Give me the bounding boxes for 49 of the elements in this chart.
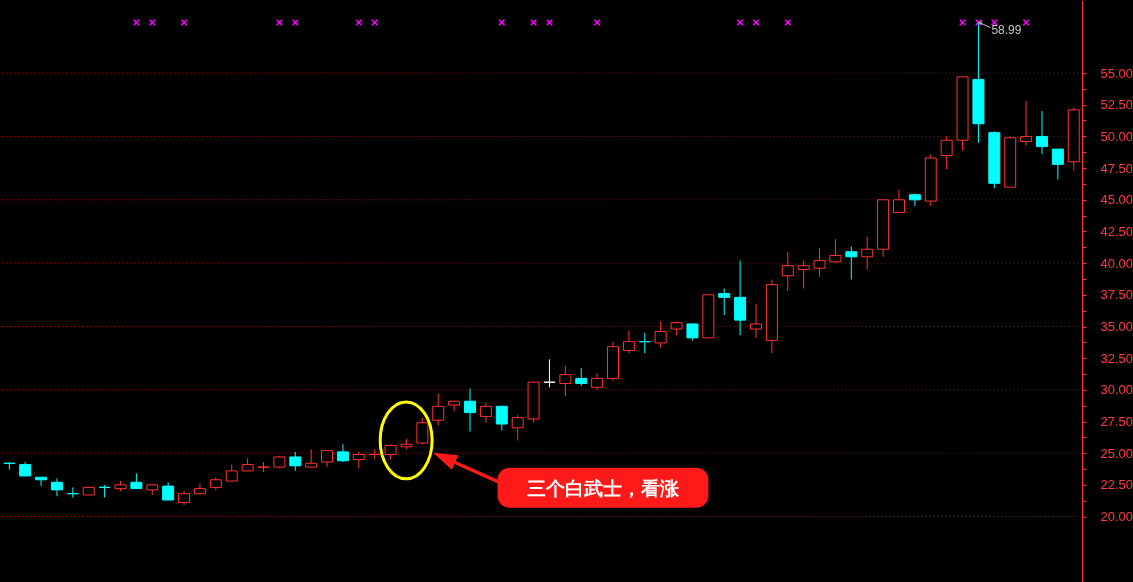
candlestick xyxy=(813,247,826,278)
y-tick-label: 45.00 xyxy=(1100,192,1133,208)
y-tick-label: 27.50 xyxy=(1100,413,1133,429)
annotation: 58.99 xyxy=(991,22,1022,37)
y-tick-label: 37.50 xyxy=(1100,287,1133,303)
candlestick xyxy=(432,393,445,426)
y-tick-label: 20.00 xyxy=(1100,509,1133,524)
candlestick xyxy=(50,477,63,497)
y-tick-label: 40.00 xyxy=(1100,255,1133,271)
candlestick xyxy=(1035,110,1048,155)
candlestick xyxy=(829,238,842,264)
y-tick-label: 55.00 xyxy=(1100,65,1133,81)
y-tick-label: 42.50 xyxy=(1100,223,1133,239)
candlestick xyxy=(892,189,905,213)
candlestick xyxy=(543,358,556,388)
candlestick xyxy=(193,483,206,496)
candlestick xyxy=(734,260,747,336)
candlestick xyxy=(448,400,461,412)
candlestick xyxy=(66,486,79,498)
candlestick xyxy=(908,192,921,207)
y-tick-label: 50.00 xyxy=(1100,128,1133,144)
candlestick xyxy=(1051,148,1064,181)
candlestick xyxy=(654,320,667,349)
candlestick xyxy=(495,405,508,431)
candlestick xyxy=(718,287,731,316)
candlestick xyxy=(416,417,429,445)
candlestick xyxy=(797,260,810,289)
candlestick xyxy=(289,451,302,472)
candlestick xyxy=(781,251,794,292)
y-tick-label: 30.00 xyxy=(1100,382,1133,398)
candlestick xyxy=(559,365,572,397)
candlestick xyxy=(622,329,635,354)
candlestick xyxy=(479,401,492,424)
candlestick xyxy=(750,303,762,339)
y-tick-label: 47.50 xyxy=(1100,160,1133,176)
candlestick xyxy=(1020,100,1033,146)
y-tick-label: 22.50 xyxy=(1100,477,1133,493)
annotation: 三个白武士，看涨 xyxy=(526,476,680,499)
candlestick xyxy=(638,332,651,354)
candlestick xyxy=(940,135,953,170)
candlestick xyxy=(845,246,858,281)
candlestick xyxy=(368,448,381,460)
y-tick-label: 32.50 xyxy=(1100,350,1133,366)
y-tick-label: 35.00 xyxy=(1100,318,1133,334)
y-tick-label: 25.00 xyxy=(1100,445,1133,461)
candlestick xyxy=(464,388,477,433)
y-tick-label: 52.50 xyxy=(1100,97,1133,113)
candlestick xyxy=(511,414,524,441)
candlestick xyxy=(861,236,874,270)
